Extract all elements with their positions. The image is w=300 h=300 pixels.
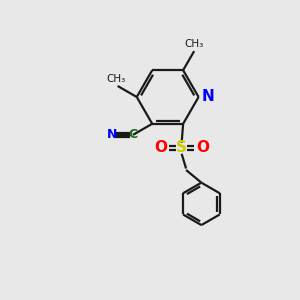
Text: CH₃: CH₃ bbox=[184, 39, 204, 49]
Text: C: C bbox=[128, 128, 138, 141]
Text: CH₃: CH₃ bbox=[106, 74, 126, 84]
Text: O: O bbox=[196, 140, 209, 155]
Text: N: N bbox=[202, 89, 215, 104]
Text: N: N bbox=[107, 128, 118, 141]
Text: S: S bbox=[176, 140, 187, 155]
Text: O: O bbox=[154, 140, 167, 155]
